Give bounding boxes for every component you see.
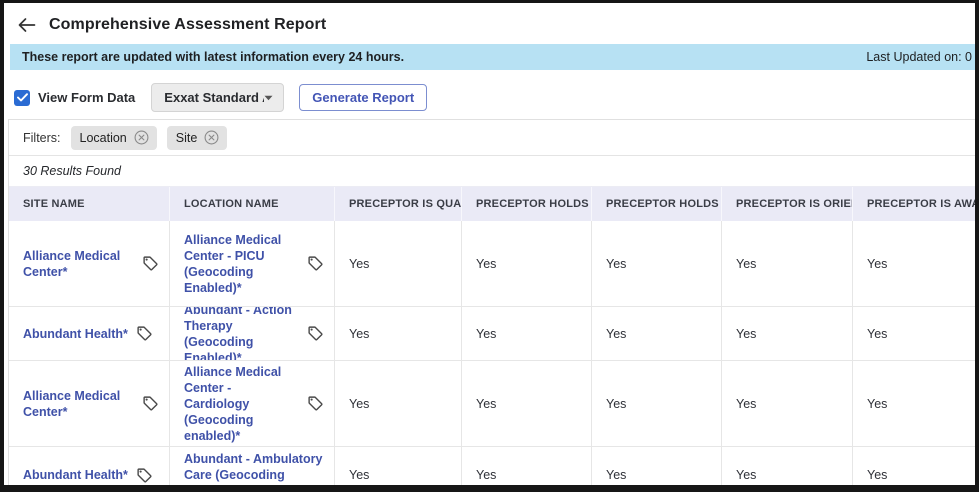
column-header-preceptor-holds-vali: PRECEPTOR HOLDS VALI... bbox=[591, 187, 721, 221]
filter-chip-site[interactable]: Site bbox=[166, 125, 228, 150]
cell-value: Yes bbox=[349, 256, 370, 271]
page-title: Comprehensive Assessment Report bbox=[49, 16, 327, 33]
cell-value: Yes bbox=[736, 256, 757, 271]
cell-value: Yes bbox=[476, 396, 497, 411]
column-header-preceptor-holds-a-va: PRECEPTOR HOLDS A VA... bbox=[461, 187, 591, 221]
tag-icon[interactable] bbox=[136, 467, 153, 484]
filter-chip-location[interactable]: Location bbox=[70, 125, 157, 150]
table-row: Abundant Health* Abundant - Ambulatory C… bbox=[9, 447, 975, 492]
assessment-dropdown[interactable]: Exxat Standard Ass... bbox=[151, 83, 285, 112]
view-form-data-label: View Form Data bbox=[38, 90, 136, 105]
tag-icon[interactable] bbox=[142, 395, 159, 412]
cell-value: Yes bbox=[736, 326, 757, 341]
banner-message: These report are updated with latest inf… bbox=[22, 50, 405, 64]
info-banner: These report are updated with latest inf… bbox=[10, 44, 975, 70]
tag-icon[interactable] bbox=[307, 325, 324, 342]
column-header-location-name: LOCATION NAME bbox=[169, 187, 334, 221]
site-link[interactable]: Abundant Health* bbox=[23, 468, 128, 482]
filter-chip-label: Location bbox=[79, 130, 127, 145]
column-header-preceptor-aware: PRECEPTOR IS AWARE T... bbox=[852, 187, 975, 221]
table-header-row: SITE NAME LOCATION NAME PRECEPTOR IS QUA… bbox=[9, 186, 975, 221]
location-link[interactable]: Alliance Medical Center - PICU (Geocodin… bbox=[184, 232, 282, 295]
cell-value: Yes bbox=[867, 326, 888, 341]
cell-value: Yes bbox=[476, 256, 497, 271]
column-header-preceptor-oriented: PRECEPTOR IS ORIENTE... bbox=[721, 187, 852, 221]
back-button[interactable] bbox=[16, 15, 36, 35]
cell-value: Yes bbox=[867, 396, 888, 411]
location-link[interactable]: Abundant - Action Therapy (Geocoding Ena… bbox=[184, 307, 292, 360]
results-count: 30 Results Found bbox=[23, 164, 121, 178]
cell-value: Yes bbox=[476, 468, 497, 482]
filters-bar: Filters: Location Site bbox=[9, 120, 975, 156]
tag-icon[interactable] bbox=[136, 325, 153, 342]
assessment-table: SITE NAME LOCATION NAME PRECEPTOR IS QUA… bbox=[9, 186, 975, 492]
cell-value: Yes bbox=[736, 396, 757, 411]
remove-filter-icon[interactable] bbox=[204, 130, 219, 145]
cell-value: Yes bbox=[867, 468, 888, 482]
cell-value: Yes bbox=[476, 326, 497, 341]
column-header-preceptor-qualified: PRECEPTOR IS QUALIFI... bbox=[334, 187, 461, 221]
cell-value: Yes bbox=[606, 256, 627, 271]
remove-filter-icon[interactable] bbox=[134, 130, 149, 145]
tag-icon[interactable] bbox=[142, 255, 159, 272]
generate-report-button[interactable]: Generate Report bbox=[299, 84, 428, 111]
banner-last-updated: Last Updated on: 0 bbox=[866, 50, 972, 64]
cell-value: Yes bbox=[867, 256, 888, 271]
filter-chip-label: Site bbox=[175, 130, 198, 145]
filters-label: Filters: bbox=[23, 130, 61, 145]
title-bar: Comprehensive Assessment Report bbox=[4, 3, 975, 44]
view-form-data-toggle[interactable]: View Form Data bbox=[14, 89, 136, 106]
controls-row: View Form Data Exxat Standard Ass... Gen… bbox=[14, 83, 975, 112]
site-link[interactable]: Abundant Health* bbox=[23, 326, 128, 341]
cell-value: Yes bbox=[606, 326, 627, 341]
location-link[interactable]: Abundant - Ambulatory Care (Geocoding En… bbox=[184, 452, 323, 492]
site-link[interactable]: Alliance Medical Center* bbox=[23, 248, 121, 279]
location-link[interactable]: Alliance Medical Center - Cardiology (Ge… bbox=[184, 364, 282, 443]
cell-value: Yes bbox=[606, 396, 627, 411]
assessment-dropdown-value: Exxat Standard Ass... bbox=[164, 90, 264, 105]
table-row: Alliance Medical Center* Alliance Medica… bbox=[9, 221, 975, 307]
chevron-down-icon bbox=[264, 95, 273, 101]
table-row: Abundant Health* Abundant - Action Thera… bbox=[9, 307, 975, 361]
checkbox-checked-icon[interactable] bbox=[14, 89, 30, 106]
site-link[interactable]: Alliance Medical Center* bbox=[23, 388, 121, 419]
cell-value: Yes bbox=[349, 326, 370, 341]
table-row: Alliance Medical Center* Alliance Medica… bbox=[9, 361, 975, 447]
cell-value: Yes bbox=[736, 468, 757, 482]
cell-value: Yes bbox=[349, 396, 370, 411]
report-panel: Filters: Location Site 30 Results Found … bbox=[8, 119, 975, 492]
cell-value: Yes bbox=[606, 468, 627, 482]
column-header-site-name: SITE NAME bbox=[23, 198, 85, 210]
tag-icon[interactable] bbox=[307, 255, 324, 272]
cell-value: Yes bbox=[349, 468, 370, 482]
tag-icon[interactable] bbox=[307, 395, 324, 412]
back-arrow-icon bbox=[17, 17, 36, 33]
